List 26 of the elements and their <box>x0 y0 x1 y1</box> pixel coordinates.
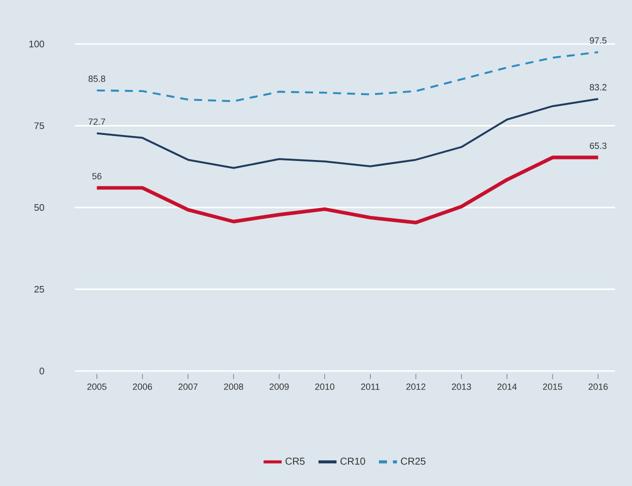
data-label: 72.7 <box>88 118 106 125</box>
data-label: 85.8 <box>88 76 106 82</box>
x-tick-label: 2016 <box>588 384 608 390</box>
y-tick-label: 100 <box>29 40 44 48</box>
x-tick-label: 2009 <box>270 384 289 390</box>
x-tick-label: 2012 <box>406 384 426 390</box>
legend-label: CR5 <box>286 458 305 465</box>
legend-label: CR25 <box>400 458 426 465</box>
x-tick-label: 2006 <box>132 384 152 390</box>
x-tick-label: 2015 <box>543 384 562 390</box>
x-tick-label: 2010 <box>315 384 334 390</box>
y-tick-label: 25 <box>34 286 44 293</box>
x-tick-label: 2007 <box>178 384 198 390</box>
x-tick-label: 2014 <box>497 384 517 390</box>
x-tick-label: 2011 <box>361 384 380 390</box>
y-tick-label: 50 <box>34 204 44 211</box>
y-tick-label: 0 <box>40 368 44 374</box>
y-tick-label: 75 <box>34 122 44 130</box>
legend-label: CR10 <box>340 458 366 465</box>
data-label: 83.2 <box>590 84 606 90</box>
x-tick-label: 2005 <box>87 384 106 390</box>
x-tick-label: 2008 <box>224 384 244 390</box>
x-tick-label: 2013 <box>452 384 472 390</box>
data-label: 56 <box>92 173 102 180</box>
data-label: 65.3 <box>590 142 606 149</box>
data-label: 97.5 <box>590 37 606 44</box>
